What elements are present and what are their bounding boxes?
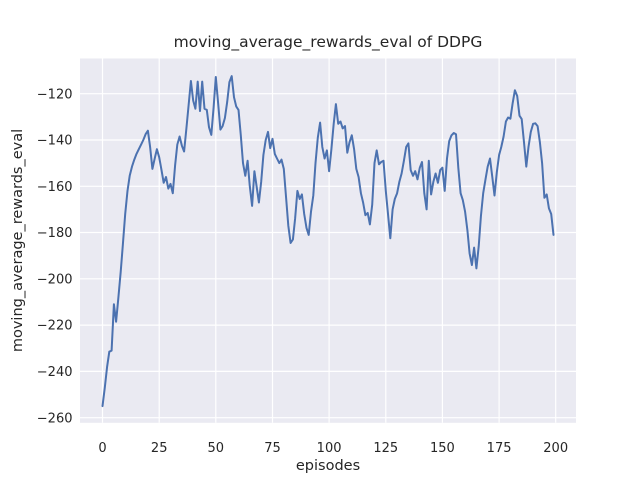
y-tick-label: −240	[37, 365, 73, 380]
y-tick-label: −260	[37, 411, 73, 426]
x-tick-label: 200	[543, 441, 568, 456]
y-tick-label: −160	[37, 180, 73, 195]
x-tick-label: 25	[151, 441, 168, 456]
y-tick-label: −140	[37, 134, 73, 149]
chart-title: moving_average_rewards_eval of DDPG	[174, 33, 483, 52]
x-axis-label: episodes	[296, 458, 360, 474]
x-tick-label: 175	[487, 441, 512, 456]
vertical-gridlines	[101, 58, 557, 423]
y-tick-label: −220	[37, 319, 73, 334]
y-tick-label: −120	[37, 87, 73, 102]
y-tick-label: −200	[37, 272, 73, 287]
x-tick-label: 75	[264, 441, 281, 456]
x-tick-label: 50	[208, 441, 225, 456]
x-tick-label: 125	[373, 441, 398, 456]
plot-background	[80, 58, 576, 423]
y-tick-label: −180	[37, 226, 73, 241]
x-tick-label: 100	[317, 441, 342, 456]
x-tick-label: 150	[430, 441, 455, 456]
x-tick-label: 0	[98, 441, 106, 456]
x-axis-tick-labels: 0 25 50 75 100 125 150 175 200	[98, 441, 568, 456]
y-axis-tick-labels: −120 −140 −160 −180 −200 −220 −240 −260	[37, 87, 73, 426]
moving-average-rewards-line	[101, 75, 555, 408]
y-axis-label: moving_average_rewards_eval	[10, 129, 26, 352]
